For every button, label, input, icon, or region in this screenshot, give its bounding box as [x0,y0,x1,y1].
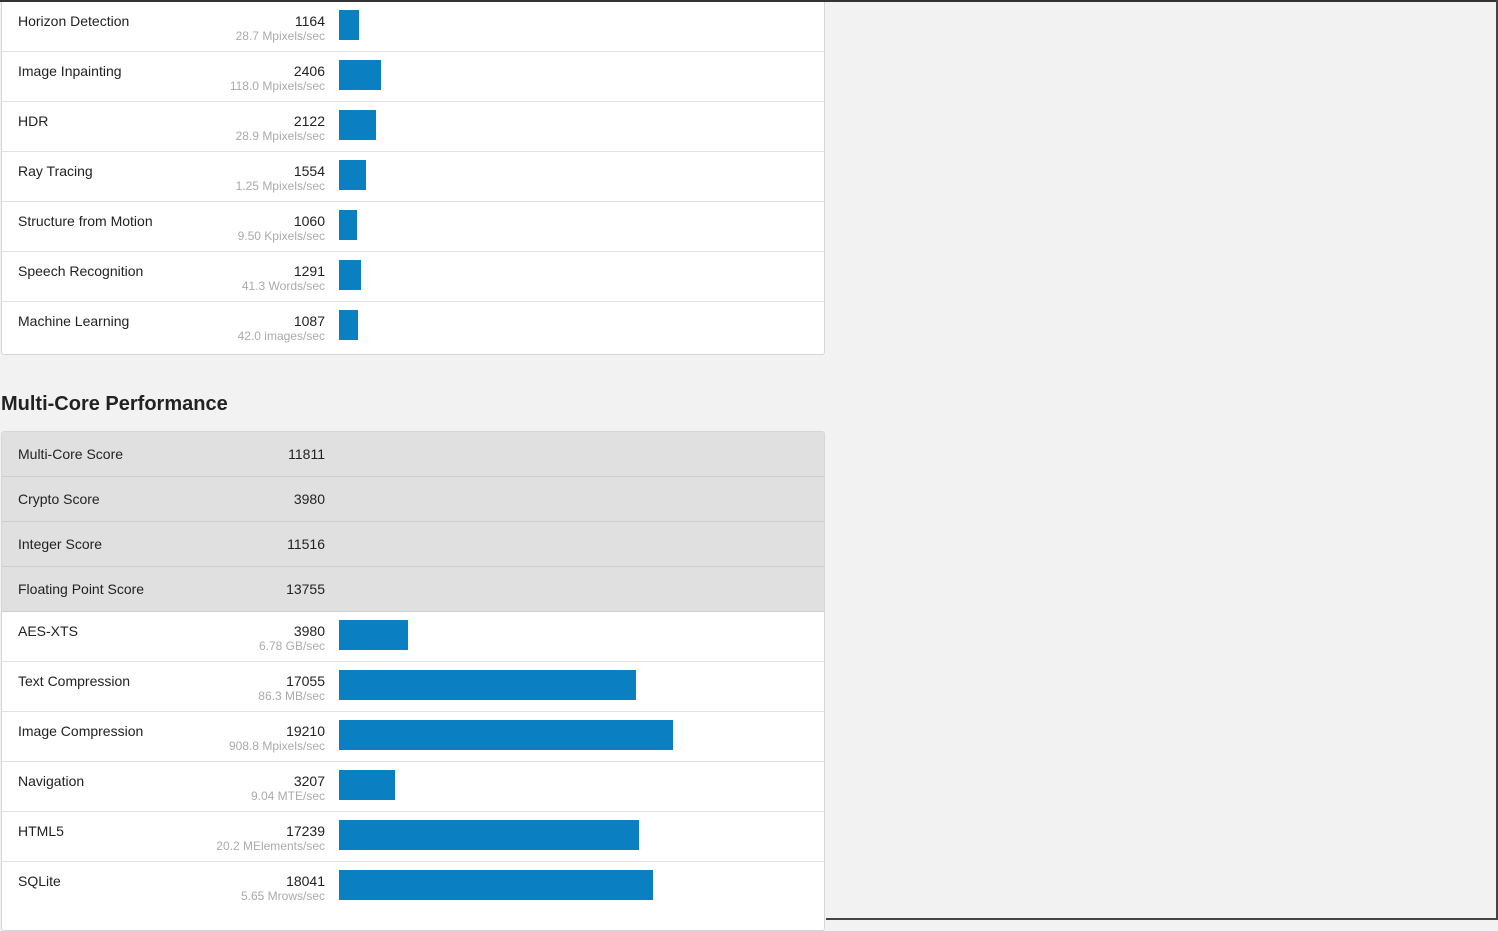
score-bar [339,310,358,340]
benchmark-row: Horizon Detection 1164 28.7 Mpixels/sec [2,2,824,52]
benchmark-row: AES-XTS 3980 6.78 GB/sec [2,612,824,662]
score-bar [339,260,361,290]
benchmark-score: 1291 [293,263,325,279]
score-summary-row: Crypto Score 3980 [2,477,824,522]
benchmark-rate: 9.50 Kpixels/sec [237,229,325,243]
benchmark-score: 2122 [293,113,325,129]
benchmark-score: 3207 [293,773,325,789]
benchmark-rate: 20.2 MElements/sec [216,839,325,853]
benchmark-name: SQLite [18,873,61,889]
score-summary-row: Floating Point Score 13755 [2,567,824,612]
score-summary-row: Multi-Core Score 11811 [2,432,824,477]
score-bar [339,720,673,750]
benchmark-score: 1060 [293,213,325,229]
benchmark-rate: 9.04 MTE/sec [250,789,325,803]
score-bar [339,10,359,40]
benchmark-row: Image Inpainting 2406 118.0 Mpixels/sec [2,52,824,102]
score-bar [339,210,357,240]
benchmark-rate: 1.25 Mpixels/sec [235,179,325,193]
benchmark-name: Multi-Core Score [18,446,124,462]
benchmark-name: Structure from Motion [18,213,153,229]
benchmark-score: 18041 [286,873,325,889]
score-summary-row: Integer Score 11516 [2,522,824,567]
benchmark-name: Floating Point Score [18,581,145,597]
multi-core-section-title: Multi-Core Performance [1,393,228,415]
benchmark-score: 1164 [294,13,325,29]
benchmark-rate: 28.7 Mpixels/sec [235,29,325,43]
benchmark-rate: 908.8 Mpixels/sec [228,739,325,753]
benchmark-row: Image Compression 19210 908.8 Mpixels/sec [2,712,824,762]
benchmark-row: Speech Recognition 1291 41.3 Words/sec [2,252,824,302]
benchmark-name: Integer Score [18,536,103,552]
score-bar [339,620,408,650]
benchmark-score: 19210 [286,723,325,739]
benchmark-name: AES-XTS [18,623,78,639]
score-bar [339,60,381,90]
benchmark-name: Machine Learning [18,313,130,329]
benchmark-name: Image Inpainting [18,63,122,79]
benchmark-rate: 5.65 Mrows/sec [240,889,325,903]
benchmark-name: Horizon Detection [18,13,130,29]
window-bottom-border [826,918,1498,920]
score-bar [339,160,366,190]
window-right-border [1496,0,1498,920]
benchmark-row: Structure from Motion 1060 9.50 Kpixels/se… [2,202,824,252]
benchmark-name: Speech Recognition [18,263,144,279]
score-bar [339,770,395,800]
benchmark-row: Machine Learning 1087 42.0 images/sec [2,302,824,352]
window-top-border [0,0,1498,2]
benchmark-rate: 42.0 images/sec [237,329,325,343]
multi-core-results-table: Multi-Core Score 11811 Crypto Score 3980 Int… [1,431,825,931]
benchmark-row: HDR 2122 28.9 Mpixels/sec [2,102,824,152]
benchmark-row: HTML5 17239 20.2 MElements/sec [2,812,824,862]
benchmark-name: Navigation [18,773,85,789]
benchmark-name: Image Compression [18,723,144,739]
benchmark-row: Navigation 3207 9.04 MTE/sec [2,762,824,812]
score-bar [339,870,653,900]
score-bar [339,820,639,850]
benchmark-name: Crypto Score [18,491,100,507]
benchmark-score: 17239 [286,823,325,839]
benchmark-name: Ray Tracing [18,163,93,179]
benchmark-name: Text Compression [18,673,131,689]
benchmark-score: 3980 [293,623,325,639]
benchmark-row: Ray Tracing 1554 1.25 Mpixels/sec [2,152,824,202]
score-bar [339,670,636,700]
benchmark-score: 17055 [286,673,325,689]
benchmark-score: 1087 [293,313,325,329]
benchmark-score: 13755 [286,581,325,597]
benchmark-row: Text Compression 17055 86.3 MB/sec [2,662,824,712]
score-bar [339,110,376,140]
benchmark-score: 3980 [293,491,325,507]
single-core-results-table: Horizon Detection 1164 28.7 Mpixels/sec Ima… [1,2,825,355]
benchmark-row: SQLite 18041 5.65 Mrows/sec [2,862,824,912]
benchmark-score: 11516 [287,536,325,552]
benchmark-rate: 118.0 Mpixels/sec [229,79,325,93]
benchmark-rate: 28.9 Mpixels/sec [235,129,325,143]
benchmark-rate: 6.78 GB/sec [258,639,325,653]
benchmark-rate: 41.3 Words/sec [241,279,325,293]
benchmark-name: HTML5 [18,823,64,839]
benchmark-score: 1554 [293,163,325,179]
benchmark-score: 2406 [293,63,325,79]
benchmark-score: 11811 [288,446,325,462]
benchmark-name: HDR [18,113,49,129]
benchmark-rate: 86.3 MB/sec [258,689,325,703]
